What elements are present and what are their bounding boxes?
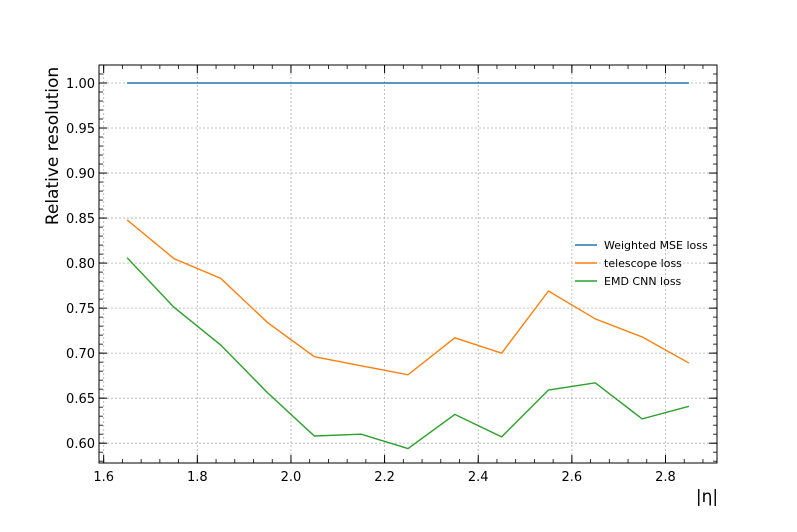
y-tick-label: 1.00 [66,77,95,92]
y-tick-label: 0.65 [66,392,95,407]
x-tick-label: 2.8 [655,470,676,485]
x-tick-label: 2.0 [281,470,302,485]
legend-label-0: Weighted MSE loss [604,239,708,252]
x-tick-label: 2.6 [562,470,583,485]
legend-label-1: telescope loss [604,257,682,270]
plot-frame [98,64,718,464]
y-tick-label: 0.80 [66,257,95,272]
x-tick-labels: 1.6 1.8 2.0 2.2 2.4 2.6 2.8 [93,470,676,485]
y-tick-label: 0.70 [66,347,95,362]
x-axis-label: |η| [696,487,718,507]
y-tick-label: 0.90 [66,167,95,182]
series-line-1 [126,219,690,376]
x-tick-label: 1.8 [187,470,208,485]
y-tick-label: 0.75 [66,302,95,317]
x-tick-label: 2.4 [468,470,489,485]
y-tick-label: 0.60 [66,437,95,452]
legend-label-2: EMD CNN loss [604,275,682,288]
y-tick-labels: 0.60 0.65 0.70 0.75 0.80 0.85 0.90 0.95 1.00 [66,77,95,452]
x-tick-label: 1.6 [93,470,114,485]
series-line-2 [126,257,690,450]
series-lines [126,82,690,450]
x-tick-label: 2.2 [374,470,395,485]
legend: Weighted MSE loss telescope loss EMD CNN l… [575,239,708,288]
y-tick-label: 0.95 [66,122,95,137]
y-tick-label: 0.85 [66,212,95,227]
axis-ticks [99,64,717,463]
y-axis-label: Relative resolution [43,67,63,225]
